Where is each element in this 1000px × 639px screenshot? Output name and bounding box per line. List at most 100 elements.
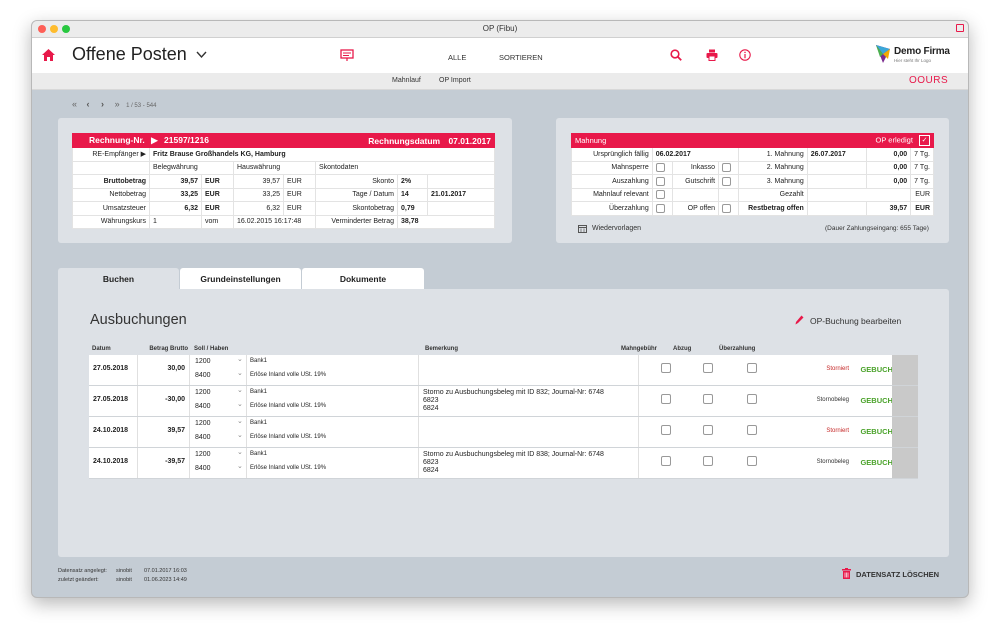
- row-action-handle[interactable]: [892, 417, 918, 447]
- close-window-button[interactable]: [38, 25, 46, 33]
- chevron-down-icon[interactable]: ⌄: [237, 387, 243, 394]
- first-page-icon[interactable]: «: [72, 99, 78, 109]
- invoice-value[interactable]: 33,25: [149, 187, 202, 202]
- op-offen-checkbox[interactable]: [722, 203, 732, 213]
- mahnlauf-relevant-checkbox[interactable]: [655, 190, 665, 200]
- orig-due-date[interactable]: 06.02.2017: [651, 147, 740, 162]
- nav-sort[interactable]: SORTIEREN: [499, 53, 543, 62]
- prev-page-icon[interactable]: ‹: [86, 99, 90, 109]
- booking-row[interactable]: 24.10.2018 39,57 1200 8400 ⌄ ⌄ Bank1 Erlöse Inl…: [89, 417, 918, 448]
- templates-link[interactable]: Wiedervorlagen: [592, 225, 642, 232]
- chevron-down-icon[interactable]: ⌄: [237, 432, 243, 439]
- dunning-fee-checkbox[interactable]: [661, 425, 671, 435]
- dunning-level-amount[interactable]: 0,00: [865, 147, 912, 162]
- chevron-down-icon[interactable]: ⌄: [237, 463, 243, 470]
- booking-date[interactable]: 27.05.2018: [93, 365, 129, 372]
- account-debit[interactable]: 1200: [195, 358, 211, 365]
- booking-remark-line[interactable]: 6823: [423, 459, 439, 466]
- invoice-value[interactable]: 6,32: [149, 201, 202, 216]
- booking-remark-line[interactable]: 6824: [423, 405, 439, 412]
- op-done-checkbox[interactable]: ✓: [919, 135, 930, 146]
- chevron-down-icon[interactable]: ⌄: [237, 401, 243, 408]
- deduction-checkbox[interactable]: [703, 363, 713, 373]
- auszahlung-checkbox[interactable]: [655, 176, 665, 186]
- gutschrift-checkbox[interactable]: [722, 176, 732, 186]
- discount-value[interactable]: 14: [397, 187, 428, 202]
- discount-value-2[interactable]: [427, 174, 495, 189]
- discount-value[interactable]: 2%: [397, 174, 428, 189]
- link-op-import[interactable]: OP Import: [439, 77, 471, 84]
- link-mahnlauf[interactable]: Mahnlauf: [392, 77, 421, 84]
- chevron-down-icon[interactable]: ⌄: [237, 370, 243, 377]
- booking-date[interactable]: 27.05.2018: [93, 396, 129, 403]
- overpayment-checkbox[interactable]: [747, 456, 757, 466]
- account-debit[interactable]: 1200: [195, 389, 211, 396]
- tab-dokumente[interactable]: Dokumente: [302, 268, 424, 289]
- row-action-handle[interactable]: [892, 386, 918, 416]
- discount-value[interactable]: 0,79: [397, 201, 428, 216]
- overpayment-checkbox[interactable]: [747, 425, 757, 435]
- tab-grundeinstellungen[interactable]: Grundeinstellungen: [180, 268, 301, 289]
- recipient-name[interactable]: Fritz Brause Großhandels KG, Hamburg: [149, 147, 495, 162]
- trash-icon[interactable]: [842, 568, 851, 579]
- discount-value-2[interactable]: [427, 201, 495, 216]
- dunning-level-date[interactable]: [806, 160, 867, 175]
- account-debit[interactable]: 1200: [195, 451, 211, 458]
- booking-date[interactable]: 24.10.2018: [93, 458, 129, 465]
- account-credit[interactable]: 8400: [195, 465, 211, 472]
- booking-amount[interactable]: -30,00: [165, 396, 185, 403]
- booking-amount[interactable]: -39,57: [165, 458, 185, 465]
- chevron-down-icon[interactable]: ⌄: [237, 356, 243, 363]
- deduction-checkbox[interactable]: [703, 394, 713, 404]
- booking-amount[interactable]: 39,57: [167, 427, 185, 434]
- booking-remark-line[interactable]: 6824: [423, 467, 439, 474]
- chevron-down-icon[interactable]: ⌄: [237, 449, 243, 456]
- booking-remark-line[interactable]: Storno zu Ausbuchungsbeleg mit ID 832; J…: [423, 389, 604, 396]
- nav-all[interactable]: ALLE: [448, 53, 467, 62]
- booking-remark-line[interactable]: 6823: [423, 397, 439, 404]
- exchange-rate[interactable]: 1: [149, 214, 202, 229]
- account-credit[interactable]: 8400: [195, 372, 211, 379]
- dunning-level-date[interactable]: [806, 174, 867, 189]
- row-action-handle[interactable]: [892, 448, 918, 478]
- dunning-fee-checkbox[interactable]: [661, 394, 671, 404]
- account-credit[interactable]: 8400: [195, 403, 211, 410]
- print-icon[interactable]: [706, 49, 718, 61]
- arrow-right-icon[interactable]: ▶: [140, 151, 146, 159]
- presentation-icon[interactable]: [340, 49, 354, 62]
- booking-date[interactable]: 24.10.2018: [93, 427, 129, 434]
- calendar-icon[interactable]: [578, 224, 587, 233]
- account-credit[interactable]: 8400: [195, 434, 211, 441]
- info-icon[interactable]: [739, 49, 751, 61]
- account-debit[interactable]: 1200: [195, 420, 211, 427]
- tab-buchen[interactable]: Buchen: [58, 268, 179, 289]
- ueberzahlung-checkbox[interactable]: [655, 203, 665, 213]
- overpayment-checkbox[interactable]: [747, 394, 757, 404]
- dunning-level-date[interactable]: 26.07.2017: [806, 147, 867, 162]
- search-icon[interactable]: [670, 49, 682, 61]
- home-icon[interactable]: [42, 49, 55, 61]
- edit-booking-button[interactable]: OP-Buchung bearbeiten: [810, 316, 902, 326]
- zoom-window-button[interactable]: [62, 25, 70, 33]
- row-action-handle[interactable]: [892, 355, 918, 385]
- arrow-right-icon[interactable]: ▶: [151, 135, 158, 145]
- discount-value[interactable]: 38,78: [397, 214, 495, 229]
- chevron-down-icon[interactable]: [196, 51, 207, 59]
- booking-row[interactable]: 24.10.2018 -39,57 1200 8400 ⌄ ⌄ Bank1 Erlöse In…: [89, 448, 918, 479]
- pencil-icon[interactable]: [795, 315, 804, 325]
- dunning-fee-checkbox[interactable]: [661, 456, 671, 466]
- dunning-level-amount[interactable]: 0,00: [865, 174, 912, 189]
- chevron-down-icon[interactable]: ⌄: [237, 418, 243, 425]
- dunning-level-amount[interactable]: 0,00: [865, 160, 912, 175]
- booking-row[interactable]: 27.05.2018 30,00 1200 8400 ⌄ ⌄ Bank1 Erlöse Inl…: [89, 355, 918, 386]
- invoice-value[interactable]: 39,57: [149, 174, 202, 189]
- delete-record-button[interactable]: DATENSATZ LÖSCHEN: [856, 570, 940, 579]
- discount-value-2[interactable]: 21.01.2017: [427, 187, 495, 202]
- last-page-icon[interactable]: »: [114, 99, 120, 109]
- minimize-window-button[interactable]: [50, 25, 58, 33]
- booking-remark-line[interactable]: Storno zu Ausbuchungsbeleg mit ID 838; J…: [423, 451, 604, 458]
- deduction-checkbox[interactable]: [703, 456, 713, 466]
- booking-amount[interactable]: 30,00: [167, 365, 185, 372]
- lock-icon[interactable]: [956, 24, 964, 32]
- next-page-icon[interactable]: ›: [101, 99, 105, 109]
